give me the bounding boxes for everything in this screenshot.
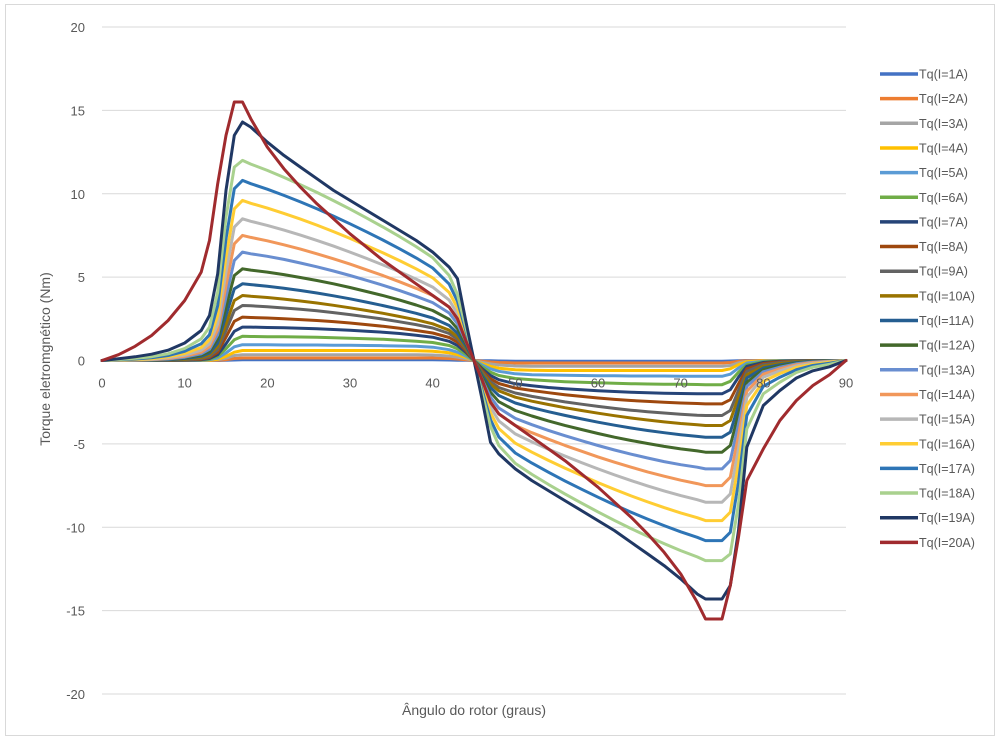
- legend-label: Tq(I=7A): [919, 215, 968, 229]
- legend-item: Tq(I=9A): [880, 265, 968, 279]
- legend-label: Tq(I=13A): [919, 363, 975, 377]
- y-tick-label: 10: [71, 187, 85, 202]
- y-tick-label: -5: [73, 437, 85, 452]
- legend-item: Tq(I=7A): [880, 215, 968, 229]
- legend-label: Tq(I=1A): [919, 68, 968, 82]
- legend-label: Tq(I=2A): [919, 92, 968, 106]
- x-tick-label: 10: [177, 376, 191, 391]
- y-tick-label: 5: [78, 270, 85, 285]
- legend-item: Tq(I=12A): [880, 339, 975, 353]
- legend-item: Tq(I=8A): [880, 240, 968, 254]
- legend-item: Tq(I=16A): [880, 437, 975, 451]
- legend-item: Tq(I=11A): [880, 314, 974, 328]
- legend-item: Tq(I=1A): [880, 68, 968, 82]
- y-tick-label: 0: [78, 354, 85, 369]
- y-tick-label: -20: [66, 687, 85, 702]
- legend-item: Tq(I=14A): [880, 388, 975, 402]
- legend-label: Tq(I=11A): [919, 314, 974, 328]
- y-tick-label: 20: [71, 20, 85, 35]
- legend-label: Tq(I=6A): [919, 191, 968, 205]
- y-tick-label: -15: [66, 604, 85, 619]
- legend-label: Tq(I=10A): [919, 289, 975, 303]
- legend-label: Tq(I=9A): [919, 265, 968, 279]
- x-tick-label: 40: [425, 376, 439, 391]
- legend: Tq(I=1A) Tq(I=2A) Tq(I=3A) Tq(I=4A) Tq(I=5A)…: [880, 68, 975, 550]
- x-tick-label: 60: [591, 376, 605, 391]
- legend-label: Tq(I=19A): [919, 511, 975, 525]
- legend-label: Tq(I=4A): [919, 141, 968, 155]
- y-tick-label: 15: [71, 103, 85, 118]
- legend-label: Tq(I=20A): [919, 536, 975, 550]
- series-lines: [100, 100, 848, 621]
- legend-item: Tq(I=2A): [880, 92, 968, 106]
- series-line-20: [100, 100, 848, 621]
- legend-item: Tq(I=6A): [880, 191, 968, 205]
- grid-lines: [102, 26, 846, 695]
- legend-label: Tq(I=8A): [919, 240, 968, 254]
- legend-item: Tq(I=17A): [880, 462, 975, 476]
- legend-item: Tq(I=18A): [880, 487, 975, 501]
- legend-label: Tq(I=18A): [919, 487, 975, 501]
- x-tick-label: 30: [343, 376, 357, 391]
- legend-label: Tq(I=3A): [919, 117, 968, 131]
- legend-label: Tq(I=16A): [919, 437, 975, 451]
- legend-label: Tq(I=5A): [919, 166, 968, 180]
- x-tick-label: 0: [98, 376, 105, 391]
- legend-item: Tq(I=4A): [880, 141, 968, 155]
- legend-label: Tq(I=14A): [919, 388, 975, 402]
- legend-label: Tq(I=17A): [919, 462, 975, 476]
- x-tick-label: 70: [673, 376, 687, 391]
- legend-item: Tq(I=5A): [880, 166, 968, 180]
- y-axis-title: Torque eletromgnético (Nm): [37, 272, 53, 446]
- x-axis-title: Ângulo do rotor (graus): [402, 702, 546, 718]
- legend-item: Tq(I=13A): [880, 363, 975, 377]
- legend-item: Tq(I=10A): [880, 289, 975, 303]
- legend-item: Tq(I=15A): [880, 413, 975, 427]
- legend-item: Tq(I=20A): [880, 536, 975, 550]
- legend-label: Tq(I=12A): [919, 339, 975, 353]
- legend-item: Tq(I=3A): [880, 117, 968, 131]
- legend-label: Tq(I=15A): [919, 413, 975, 427]
- x-tick-label: 80: [756, 376, 770, 391]
- y-tick-label: -10: [66, 520, 85, 535]
- x-tick-label: 50: [508, 376, 522, 391]
- x-tick-label: 20: [260, 376, 274, 391]
- legend-item: Tq(I=19A): [880, 511, 975, 525]
- x-tick-label: 90: [839, 376, 853, 391]
